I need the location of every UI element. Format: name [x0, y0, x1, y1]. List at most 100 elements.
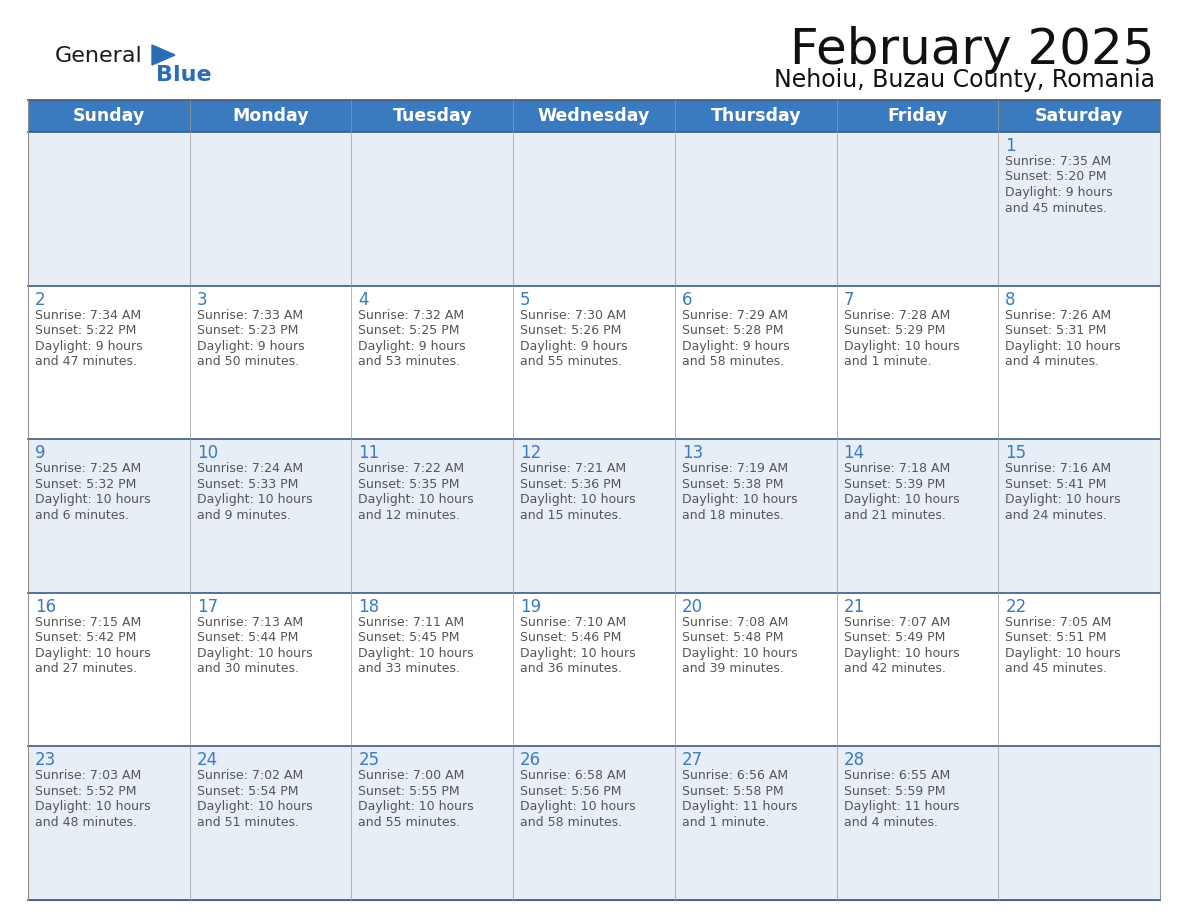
Text: Sunrise: 7:25 AM: Sunrise: 7:25 AM — [34, 462, 141, 476]
Polygon shape — [152, 45, 175, 65]
Text: Daylight: 10 hours: Daylight: 10 hours — [682, 493, 797, 506]
Bar — [29, 132, 1159, 285]
Text: Sunset: 5:33 PM: Sunset: 5:33 PM — [197, 477, 298, 491]
Text: Thursday: Thursday — [710, 107, 801, 125]
Text: Sunrise: 7:07 AM: Sunrise: 7:07 AM — [843, 616, 950, 629]
Text: Daylight: 9 hours: Daylight: 9 hours — [359, 340, 466, 353]
Text: Sunrise: 7:28 AM: Sunrise: 7:28 AM — [843, 308, 950, 321]
Text: Sunset: 5:26 PM: Sunset: 5:26 PM — [520, 324, 621, 337]
Text: 3: 3 — [197, 291, 208, 308]
Text: Daylight: 10 hours: Daylight: 10 hours — [1005, 340, 1121, 353]
Text: Sunrise: 7:02 AM: Sunrise: 7:02 AM — [197, 769, 303, 782]
Text: Daylight: 9 hours: Daylight: 9 hours — [34, 340, 143, 353]
Text: Sunset: 5:58 PM: Sunset: 5:58 PM — [682, 785, 783, 798]
Text: Sunrise: 7:26 AM: Sunrise: 7:26 AM — [1005, 308, 1112, 321]
Text: Sunrise: 7:30 AM: Sunrise: 7:30 AM — [520, 308, 626, 321]
Text: Sunset: 5:41 PM: Sunset: 5:41 PM — [1005, 477, 1107, 491]
Text: Sunset: 5:22 PM: Sunset: 5:22 PM — [34, 324, 137, 337]
Text: and 27 minutes.: and 27 minutes. — [34, 662, 137, 676]
Text: 4: 4 — [359, 291, 369, 308]
Text: and 39 minutes.: and 39 minutes. — [682, 662, 784, 676]
Text: Sunrise: 7:15 AM: Sunrise: 7:15 AM — [34, 616, 141, 629]
Text: 10: 10 — [197, 444, 217, 462]
Text: Daylight: 10 hours: Daylight: 10 hours — [520, 800, 636, 813]
Bar — [29, 100, 1159, 900]
Text: Sunrise: 7:21 AM: Sunrise: 7:21 AM — [520, 462, 626, 476]
Text: General: General — [55, 46, 143, 66]
Text: Sunset: 5:25 PM: Sunset: 5:25 PM — [359, 324, 460, 337]
Text: and 24 minutes.: and 24 minutes. — [1005, 509, 1107, 521]
Text: Sunrise: 7:22 AM: Sunrise: 7:22 AM — [359, 462, 465, 476]
Text: Monday: Monday — [233, 107, 309, 125]
Text: Sunrise: 7:16 AM: Sunrise: 7:16 AM — [1005, 462, 1112, 476]
Text: Sunset: 5:46 PM: Sunset: 5:46 PM — [520, 632, 621, 644]
Text: Sunset: 5:54 PM: Sunset: 5:54 PM — [197, 785, 298, 798]
Bar — [29, 285, 1159, 439]
Text: Daylight: 9 hours: Daylight: 9 hours — [1005, 186, 1113, 199]
Text: Sunrise: 7:34 AM: Sunrise: 7:34 AM — [34, 308, 141, 321]
Text: 17: 17 — [197, 598, 217, 616]
Text: Sunset: 5:55 PM: Sunset: 5:55 PM — [359, 785, 460, 798]
Text: and 1 minute.: and 1 minute. — [843, 355, 931, 368]
Text: Sunset: 5:56 PM: Sunset: 5:56 PM — [520, 785, 621, 798]
Text: Sunrise: 6:56 AM: Sunrise: 6:56 AM — [682, 769, 788, 782]
Text: Sunset: 5:23 PM: Sunset: 5:23 PM — [197, 324, 298, 337]
Text: 9: 9 — [34, 444, 45, 462]
Text: and 48 minutes.: and 48 minutes. — [34, 816, 137, 829]
Text: Sunset: 5:29 PM: Sunset: 5:29 PM — [843, 324, 944, 337]
Text: Sunset: 5:44 PM: Sunset: 5:44 PM — [197, 632, 298, 644]
Text: Sunrise: 6:55 AM: Sunrise: 6:55 AM — [843, 769, 950, 782]
Text: Sunset: 5:45 PM: Sunset: 5:45 PM — [359, 632, 460, 644]
Text: 18: 18 — [359, 598, 379, 616]
Text: and 18 minutes.: and 18 minutes. — [682, 509, 784, 521]
Text: Daylight: 10 hours: Daylight: 10 hours — [520, 647, 636, 660]
Text: Daylight: 10 hours: Daylight: 10 hours — [520, 493, 636, 506]
Text: 25: 25 — [359, 752, 379, 769]
Text: Daylight: 10 hours: Daylight: 10 hours — [34, 647, 151, 660]
Text: and 15 minutes.: and 15 minutes. — [520, 509, 623, 521]
Text: 11: 11 — [359, 444, 380, 462]
Text: 20: 20 — [682, 598, 703, 616]
Text: Daylight: 9 hours: Daylight: 9 hours — [197, 340, 304, 353]
Text: 6: 6 — [682, 291, 693, 308]
Text: and 42 minutes.: and 42 minutes. — [843, 662, 946, 676]
Text: and 58 minutes.: and 58 minutes. — [682, 355, 784, 368]
Text: and 4 minutes.: and 4 minutes. — [1005, 355, 1099, 368]
Text: Sunrise: 7:00 AM: Sunrise: 7:00 AM — [359, 769, 465, 782]
Text: Daylight: 10 hours: Daylight: 10 hours — [843, 647, 959, 660]
Bar — [29, 746, 1159, 900]
Text: 8: 8 — [1005, 291, 1016, 308]
Text: Sunrise: 7:29 AM: Sunrise: 7:29 AM — [682, 308, 788, 321]
Text: and 30 minutes.: and 30 minutes. — [197, 662, 298, 676]
Text: and 1 minute.: and 1 minute. — [682, 816, 770, 829]
Text: Sunset: 5:28 PM: Sunset: 5:28 PM — [682, 324, 783, 337]
Text: and 4 minutes.: and 4 minutes. — [843, 816, 937, 829]
Text: and 45 minutes.: and 45 minutes. — [1005, 201, 1107, 215]
Text: Wednesday: Wednesday — [538, 107, 650, 125]
Text: 26: 26 — [520, 752, 542, 769]
Bar — [29, 100, 1159, 132]
Text: Sunset: 5:52 PM: Sunset: 5:52 PM — [34, 785, 137, 798]
Text: Sunrise: 7:10 AM: Sunrise: 7:10 AM — [520, 616, 626, 629]
Text: and 45 minutes.: and 45 minutes. — [1005, 662, 1107, 676]
Text: Daylight: 9 hours: Daylight: 9 hours — [682, 340, 790, 353]
Text: Sunday: Sunday — [72, 107, 145, 125]
Text: 7: 7 — [843, 291, 854, 308]
Text: Sunset: 5:48 PM: Sunset: 5:48 PM — [682, 632, 783, 644]
Text: 28: 28 — [843, 752, 865, 769]
Text: Sunset: 5:42 PM: Sunset: 5:42 PM — [34, 632, 137, 644]
Text: 22: 22 — [1005, 598, 1026, 616]
Bar — [29, 593, 1159, 746]
Text: and 36 minutes.: and 36 minutes. — [520, 662, 623, 676]
Text: and 33 minutes.: and 33 minutes. — [359, 662, 460, 676]
Text: Daylight: 10 hours: Daylight: 10 hours — [359, 493, 474, 506]
Text: Sunrise: 7:11 AM: Sunrise: 7:11 AM — [359, 616, 465, 629]
Text: Sunrise: 7:24 AM: Sunrise: 7:24 AM — [197, 462, 303, 476]
Text: and 51 minutes.: and 51 minutes. — [197, 816, 298, 829]
Text: February 2025: February 2025 — [790, 26, 1155, 74]
Text: and 9 minutes.: and 9 minutes. — [197, 509, 291, 521]
Text: Daylight: 10 hours: Daylight: 10 hours — [843, 340, 959, 353]
Text: Daylight: 11 hours: Daylight: 11 hours — [843, 800, 959, 813]
Text: Sunset: 5:32 PM: Sunset: 5:32 PM — [34, 477, 137, 491]
Text: Sunset: 5:20 PM: Sunset: 5:20 PM — [1005, 171, 1107, 184]
